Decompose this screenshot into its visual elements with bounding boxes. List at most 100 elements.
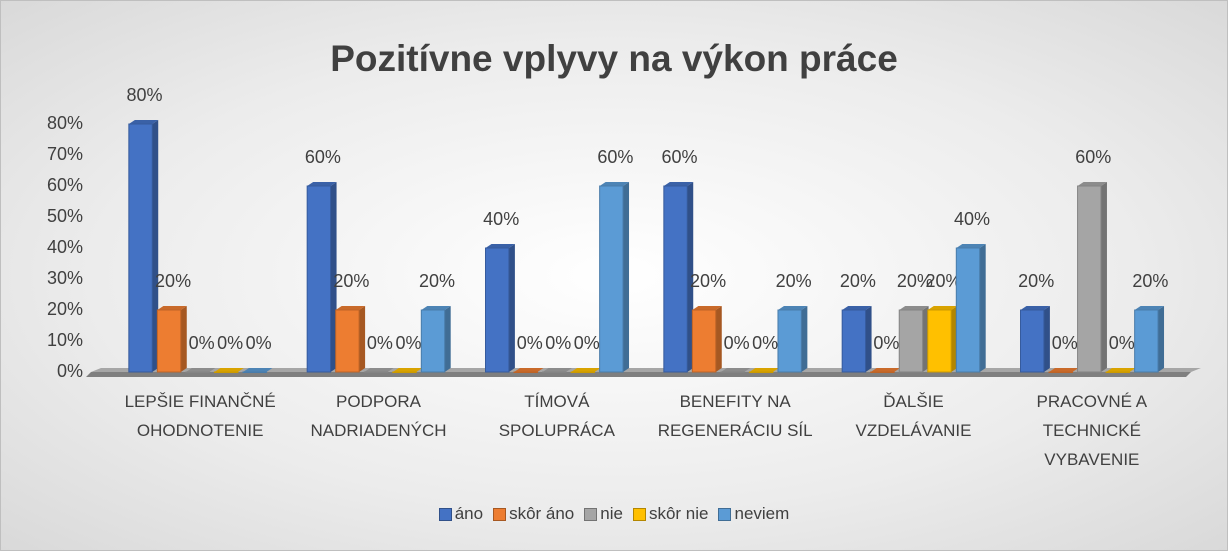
bar-side [180,306,187,372]
y-tick-label: 30% [47,268,83,288]
bar-top [157,306,187,310]
bar-top [542,368,572,372]
legend-label: neviem [734,504,790,523]
bar [128,123,153,373]
bar [392,371,417,373]
bar-top [692,306,722,310]
bar-side [623,182,630,372]
data-label: 20% [1132,271,1168,291]
data-label: 0% [752,333,778,353]
bar-top [899,306,929,310]
bar [841,309,867,373]
bar [898,309,924,373]
bar [1048,371,1073,373]
bar [306,185,332,373]
bar [185,371,210,373]
data-label: 20% [690,271,726,291]
bar [1105,371,1130,373]
legend-swatch [718,507,732,521]
data-label: 0% [574,333,600,353]
data-label: 0% [189,333,215,353]
x-tick-label: TÍMOVÁ SPOLUPRÁCA [498,392,615,440]
data-label: 0% [395,333,421,353]
data-label: 20% [419,271,455,291]
legend-item: skôr áno [493,504,574,524]
chart-title: Pozitívne vplyvy na výkon práce [330,38,898,79]
legend-swatch [493,507,507,521]
bar-top [842,306,872,310]
y-tick-label: 70% [47,144,83,164]
bar-side [979,244,986,372]
bar-top [335,306,366,310]
y-tick-label: 50% [47,206,83,226]
bar [1020,309,1045,373]
bar-top [185,368,216,372]
bar-top [242,368,273,372]
data-label: 0% [545,333,571,353]
bar [927,309,952,373]
data-label: 80% [127,85,163,105]
y-tick-label: 10% [47,330,83,350]
bar [542,371,567,373]
bar-top [599,182,630,186]
bar [242,371,267,373]
data-label: 40% [483,209,519,229]
bar-side [951,306,958,372]
x-tick-label: PRACOVNÉ A TECHNICKÉ VYBAVENIE [1036,392,1148,469]
bar-top [1077,182,1107,186]
bar [663,185,688,373]
bar-side [922,306,929,372]
bar-top [927,306,958,310]
bar [570,371,595,373]
legend-item: neviem [718,504,789,524]
bar-top [720,368,751,372]
x-tick-label: PODPORA NADRIADENÝCH [310,392,447,440]
data-label: 20% [776,271,812,291]
legend-item: skôr nie [632,504,708,524]
data-label: 60% [662,147,698,167]
bar-side [359,306,366,372]
bar [363,371,389,373]
legend-label: skôr áno [509,504,575,523]
bar-side [801,306,808,372]
bar-top [1049,368,1079,372]
legend-swatch [632,507,646,521]
bar-top [128,120,159,124]
bar-side [330,182,337,372]
bar-top [1106,368,1136,372]
legend-swatch [438,507,452,521]
bar [955,247,981,373]
bar-top [421,306,451,310]
data-label: 0% [1052,333,1078,353]
bar [1077,185,1102,373]
bar [335,309,360,373]
bar-side [1158,306,1165,372]
data-label: 20% [925,271,961,291]
floor [86,372,1191,377]
data-label: 20% [1018,271,1054,291]
bar [485,247,510,373]
bar-top [870,368,901,372]
data-label: 20% [897,271,933,291]
bar-top [571,368,601,372]
data-label: 0% [217,333,243,353]
data-label: 0% [1109,333,1135,353]
bar-side [715,306,722,372]
legend-item: nie [584,504,623,524]
x-tick-label: BENEFITY NA REGENERÁCIU SÍL [657,392,813,440]
y-tick-label: 0% [57,361,83,381]
bar [720,371,745,373]
bar-top [514,368,544,372]
y-tick-label: 60% [47,175,83,195]
data-label: 20% [333,271,369,291]
data-label: 0% [873,333,899,353]
legend-label: áno [454,504,484,523]
data-label: 0% [517,333,543,353]
y-tick-label: 80% [47,113,83,133]
data-label: 0% [367,333,393,353]
bar-top [749,368,779,372]
bar-side [152,120,159,372]
bar-top [392,368,423,372]
data-label: 0% [724,333,750,353]
